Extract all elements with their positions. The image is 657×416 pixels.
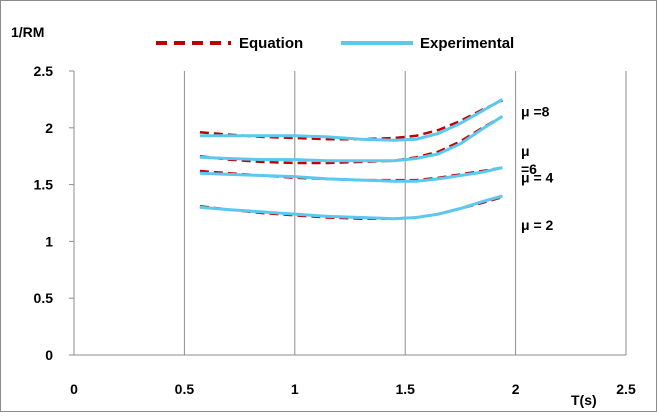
axes: 0 0.5 1 1.5 2 2.5 0 0.5 1 1.5 2 2.5 [34,63,636,397]
y-tick-label: 0 [45,347,53,363]
curve-label: μ = 4 [521,169,554,185]
grid [183,71,627,355]
x-tick-label: 0.5 [175,381,195,397]
x-tick-label: 1.5 [395,381,415,397]
experimental-series-line [199,166,503,183]
curve-label: μ = 2 [521,217,554,233]
y-tick-label: 1.5 [34,177,54,193]
x-tick-label: 0 [70,381,78,397]
equation-series-line [199,115,504,165]
x-axis-label: T(s) [571,392,597,408]
x-tick-label: 2.5 [616,381,636,397]
legend-experimental-label: Experimental [420,35,514,52]
y-axis-label: 1/RM [11,24,44,40]
curve-label: μ =8 [521,103,550,119]
curve-label: μ =6 [521,143,537,177]
curve-labels: μ =8 μ =6μ = 4 μ = 2 [521,103,554,233]
legend-equation-label: Equation [239,35,303,52]
y-tick-label: 2.5 [34,63,54,79]
x-tick-label: 2 [512,381,520,397]
y-tick-label: 1 [45,233,53,249]
experimental-series-line [199,194,503,221]
legend: Equation Experimental [156,35,514,52]
series [199,98,504,221]
experimental-series-line [199,115,504,163]
equation-series-line [199,99,503,141]
y-tick-label: 0.5 [34,290,54,306]
y-tick-label: 2 [45,120,53,136]
experimental-series-line [199,98,504,142]
x-tick-label: 1 [291,381,299,397]
